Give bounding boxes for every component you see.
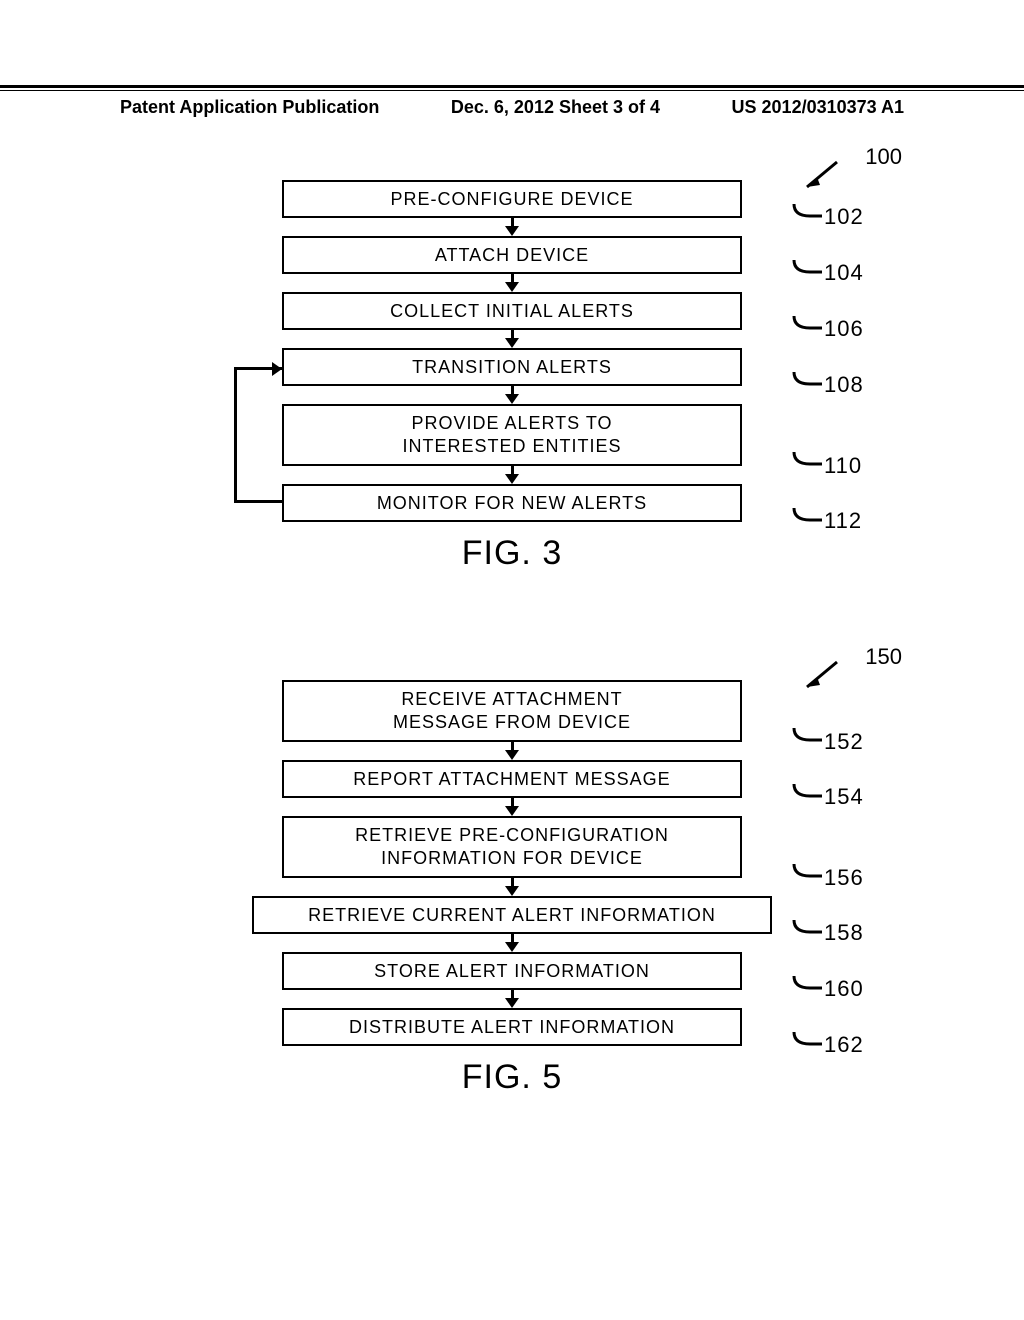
flow-step-text: STORE ALERT INFORMATION (374, 961, 650, 982)
ref-lead (792, 450, 828, 478)
flow-step-box: TRANSITION ALERTS108 (282, 348, 742, 386)
flow-step-box: RETRIEVE CURRENT ALERT INFORMATION158 (252, 896, 772, 934)
flow-arrow (232, 990, 792, 1008)
patent-page: Patent Application Publication Dec. 6, 2… (0, 0, 1024, 1320)
flow-step-text: PROVIDE ALERTS TO INTERESTED ENTITIES (402, 412, 621, 459)
flow-step-text: MONITOR FOR NEW ALERTS (377, 493, 647, 514)
ref-number: 104 (824, 260, 864, 286)
ref-lead (792, 314, 828, 341)
flow-step-box: ATTACH DEVICE104 (282, 236, 742, 274)
ref-number: 108 (824, 372, 864, 398)
fig3-loopback (234, 367, 282, 503)
ref-number: 106 (824, 316, 864, 342)
header-left: Patent Application Publication (120, 97, 379, 118)
fig5-ref: 150 (865, 644, 902, 670)
flow-step-box: STORE ALERT INFORMATION160 (282, 952, 742, 990)
flow-step-text: DISTRIBUTE ALERT INFORMATION (349, 1017, 675, 1038)
flow-arrow (232, 386, 792, 404)
ref-number: 160 (824, 976, 864, 1002)
flow-step-box: REPORT ATTACHMENT MESSAGE154 (282, 760, 742, 798)
fig3-loopback-arrowhead (272, 362, 282, 376)
flow-step-box: PROVIDE ALERTS TO INTERESTED ENTITIES110 (282, 404, 742, 466)
ref-lead (792, 974, 828, 1001)
ref-number: 102 (824, 204, 864, 230)
header-text-row: Patent Application Publication Dec. 6, 2… (0, 90, 1024, 118)
ref-lead (792, 782, 828, 809)
flow-step-text: PRE-CONFIGURE DEVICE (390, 189, 633, 210)
ref-lead (792, 506, 828, 533)
flow-step-box: COLLECT INITIAL ALERTS106 (282, 292, 742, 330)
ref-number: 152 (824, 728, 864, 757)
ref-number: 158 (824, 920, 864, 946)
header-center: Dec. 6, 2012 Sheet 3 of 4 (451, 97, 660, 118)
flow-arrow (232, 742, 792, 760)
flow-step-box: PRE-CONFIGURE DEVICE102 (282, 180, 742, 218)
fig5-caption: FIG. 5 (232, 1058, 792, 1097)
fig3-caption: FIG. 3 (232, 534, 792, 573)
flow-step-text: RETRIEVE PRE-CONFIGURATION INFORMATION F… (355, 824, 669, 871)
flow-arrow (232, 934, 792, 952)
ref-lead (792, 726, 828, 754)
flowchart-fig3: 100 PRE-CONFIGURE DEVICE102ATTACH DEVICE… (232, 180, 792, 573)
fig3-ref: 100 (865, 144, 902, 170)
flow-step-text: REPORT ATTACHMENT MESSAGE (353, 769, 670, 790)
flow-arrow (232, 878, 792, 896)
flow-arrow (232, 218, 792, 236)
ref-number: 112 (824, 508, 862, 534)
flow-step-text: ATTACH DEVICE (435, 245, 589, 266)
fig5-ref-lead (802, 652, 862, 697)
ref-lead (792, 370, 828, 397)
flow-step-box: MONITOR FOR NEW ALERTS112 (282, 484, 742, 522)
flow-step-box: RETRIEVE PRE-CONFIGURATION INFORMATION F… (282, 816, 742, 878)
flow-step-box: RECEIVE ATTACHMENT MESSAGE FROM DEVICE15… (282, 680, 742, 742)
ref-number: 162 (824, 1032, 864, 1058)
ref-lead (792, 918, 828, 945)
fig3-ref-lead (802, 152, 862, 197)
ref-lead (792, 1030, 828, 1057)
page-header: Patent Application Publication Dec. 6, 2… (0, 85, 1024, 118)
flow-step-text: RECEIVE ATTACHMENT MESSAGE FROM DEVICE (393, 688, 631, 735)
flow-arrow (232, 798, 792, 816)
flow-arrow (232, 330, 792, 348)
flow-arrow (232, 466, 792, 484)
ref-number: 110 (824, 452, 862, 481)
header-right: US 2012/0310373 A1 (732, 97, 904, 118)
ref-lead (792, 202, 828, 229)
ref-lead (792, 862, 828, 890)
ref-number: 156 (824, 864, 864, 893)
flow-step-text: COLLECT INITIAL ALERTS (390, 301, 634, 322)
flowchart-fig5: 150 RECEIVE ATTACHMENT MESSAGE FROM DEVI… (232, 680, 792, 1097)
flow-arrow (232, 274, 792, 292)
flow-step-text: TRANSITION ALERTS (412, 357, 612, 378)
ref-number: 154 (824, 784, 864, 810)
flow-step-text: RETRIEVE CURRENT ALERT INFORMATION (308, 905, 716, 926)
flow-step-box: DISTRIBUTE ALERT INFORMATION162 (282, 1008, 742, 1046)
ref-lead (792, 258, 828, 285)
